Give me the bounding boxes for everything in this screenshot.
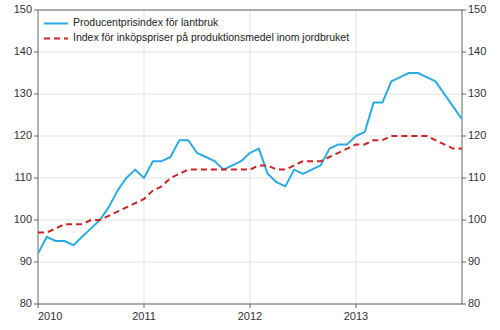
y-tick-label: 120 (14, 129, 32, 141)
x-tick-label: 2013 (344, 310, 368, 322)
y2-tick (462, 10, 466, 11)
x-tick (38, 304, 39, 308)
legend-swatch (44, 38, 68, 40)
y2-tick-label: 80 (468, 297, 480, 309)
legend-swatch (44, 23, 68, 25)
y-tick (34, 304, 38, 305)
y-tick (34, 136, 38, 137)
legend: Producentprisindex för lantbruk Index för… (44, 16, 349, 43)
y-tick (34, 220, 38, 221)
legend-label: Index för inköpspriser på produktionsmed… (73, 31, 349, 43)
y-tick (34, 262, 38, 263)
y-tick-label: 100 (14, 213, 32, 225)
y2-tick (462, 52, 466, 53)
y-tick (34, 178, 38, 179)
x-tick-label: 2010 (38, 310, 62, 322)
y2-tick-label: 120 (468, 129, 486, 141)
x-tick (356, 304, 357, 308)
y-axis: 80 90 100 110 120 130 140 150 (14, 3, 38, 309)
x-grid-line (356, 10, 357, 304)
y2-tick-label: 110 (468, 171, 486, 183)
y2-tick (462, 262, 466, 263)
y2-tick (462, 94, 466, 95)
chart: 80 90 100 110 120 130 140 150 80 90 100 110 120 130 14… (0, 0, 500, 330)
y2-tick-label: 150 (468, 3, 486, 15)
y-tick-label: 80 (20, 297, 32, 309)
y2-tick-label: 130 (468, 87, 486, 99)
grid (38, 10, 462, 304)
y-tick-label: 90 (20, 255, 32, 267)
y2-tick (462, 178, 466, 179)
x-axis: 2010 2011 2012 2013 (38, 304, 368, 322)
line-series (38, 136, 462, 233)
legend-item: Producentprisindex för lantbruk (44, 16, 219, 28)
x-tick (144, 304, 145, 308)
y2-tick-label: 90 (468, 255, 480, 267)
y-tick-label: 140 (14, 45, 32, 57)
lines (38, 73, 462, 254)
y2-tick-label: 100 (468, 213, 486, 225)
y2-tick-label: 140 (468, 45, 486, 57)
x-tick-label: 2012 (238, 310, 262, 322)
y-tick-label: 110 (14, 171, 32, 183)
y-tick-label: 150 (14, 3, 32, 15)
y2-axis: 80 90 100 110 120 130 140 150 (462, 3, 486, 309)
line-series (38, 73, 462, 254)
x-tick (250, 304, 251, 308)
legend-item: Index för inköpspriser på produktionsmed… (44, 31, 349, 43)
x-grid-line (144, 10, 145, 304)
y2-tick (462, 304, 466, 305)
y-tick-label: 130 (14, 87, 32, 99)
plot-frame (38, 10, 462, 304)
y-tick (34, 94, 38, 95)
x-grid-line (250, 10, 251, 304)
y2-tick (462, 220, 466, 221)
x-tick-label: 2011 (132, 310, 156, 322)
legend-label: Producentprisindex för lantbruk (73, 16, 219, 28)
y2-tick (462, 136, 466, 137)
y-tick (34, 10, 38, 11)
y-tick (34, 52, 38, 53)
